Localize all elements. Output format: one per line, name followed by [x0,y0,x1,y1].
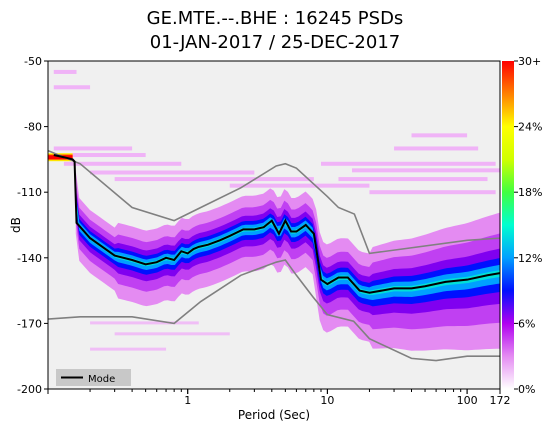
psd-outlier-streak [59,153,146,158]
psd-outlier-streak [53,69,77,74]
chart-title: GE.MTE.--.BHE : 16245 PSDs [146,8,404,29]
mode-line [53,154,500,294]
psd-outlier-streak [90,170,255,175]
plot-frame [47,60,501,390]
x-tick-label: 172 [490,394,511,407]
psd-density-band [75,191,500,307]
x-axis-label: Period (Sec) [238,408,310,422]
psd-density-band [75,194,500,300]
colorbar-tick-label: 6% [518,317,535,330]
y-tick-label: -110 [17,186,42,199]
colorbar-ticks: 0% 6% 12% 18% 24% 30+ [514,55,542,396]
y-tick-label: -80 [24,121,42,134]
psd-outlier-streak [229,183,370,188]
psd-outlier-streak [90,321,199,325]
psd-outlier-streak [321,161,496,166]
legend-mode-label: Mode [88,374,115,385]
nlnm-line [48,259,500,362]
psd-outlier-streak [53,85,91,90]
psd-outlier-streak [338,177,488,182]
x-tick-label: 1 [184,394,191,407]
nhnm-line [48,149,500,255]
psd-outlier-streak [351,168,500,173]
colorbar-ramp [502,61,514,389]
psd-outlier-streak [114,177,314,182]
y-axis: -50 -80 -110 -140 -170 -200 [17,55,48,396]
psd-density [48,69,500,351]
legend-box [56,369,131,386]
y-tick-label: -50 [24,55,42,68]
legend: Mode [56,369,131,386]
psd-outlier-streak [369,190,496,195]
y-axis-label: dB [9,217,23,233]
y-tick-label: -200 [17,383,42,396]
y-tick-label: -140 [17,252,42,265]
x-tick-label: 10 [320,394,334,407]
y-tick-label: -170 [17,317,42,330]
psd-outlier-streak [394,146,479,151]
colorbar-tick-label: 24% [518,121,542,134]
colorbar-tick-label: 12% [518,252,542,265]
colorbar-tick-label: 0% [518,383,535,396]
psd-outlier-streak [90,347,167,351]
series-lines [48,149,500,362]
psd-outlier-streak [63,161,182,166]
colorbar-tick-label: 30+ [518,55,541,68]
chart-subtitle: 01-JAN-2017 / 25-DEC-2017 [149,32,401,53]
psd-outlier-streak [53,146,133,151]
colorbar-tick-label: 18% [518,186,542,199]
psd-outlier-streak [411,133,468,138]
colorbar: 0% 6% 12% 18% 24% 30+ [502,55,542,396]
x-axis: 1 10 100 172 [47,389,511,407]
psd-outlier-streak [114,332,230,336]
x-tick-label: 100 [457,394,478,407]
